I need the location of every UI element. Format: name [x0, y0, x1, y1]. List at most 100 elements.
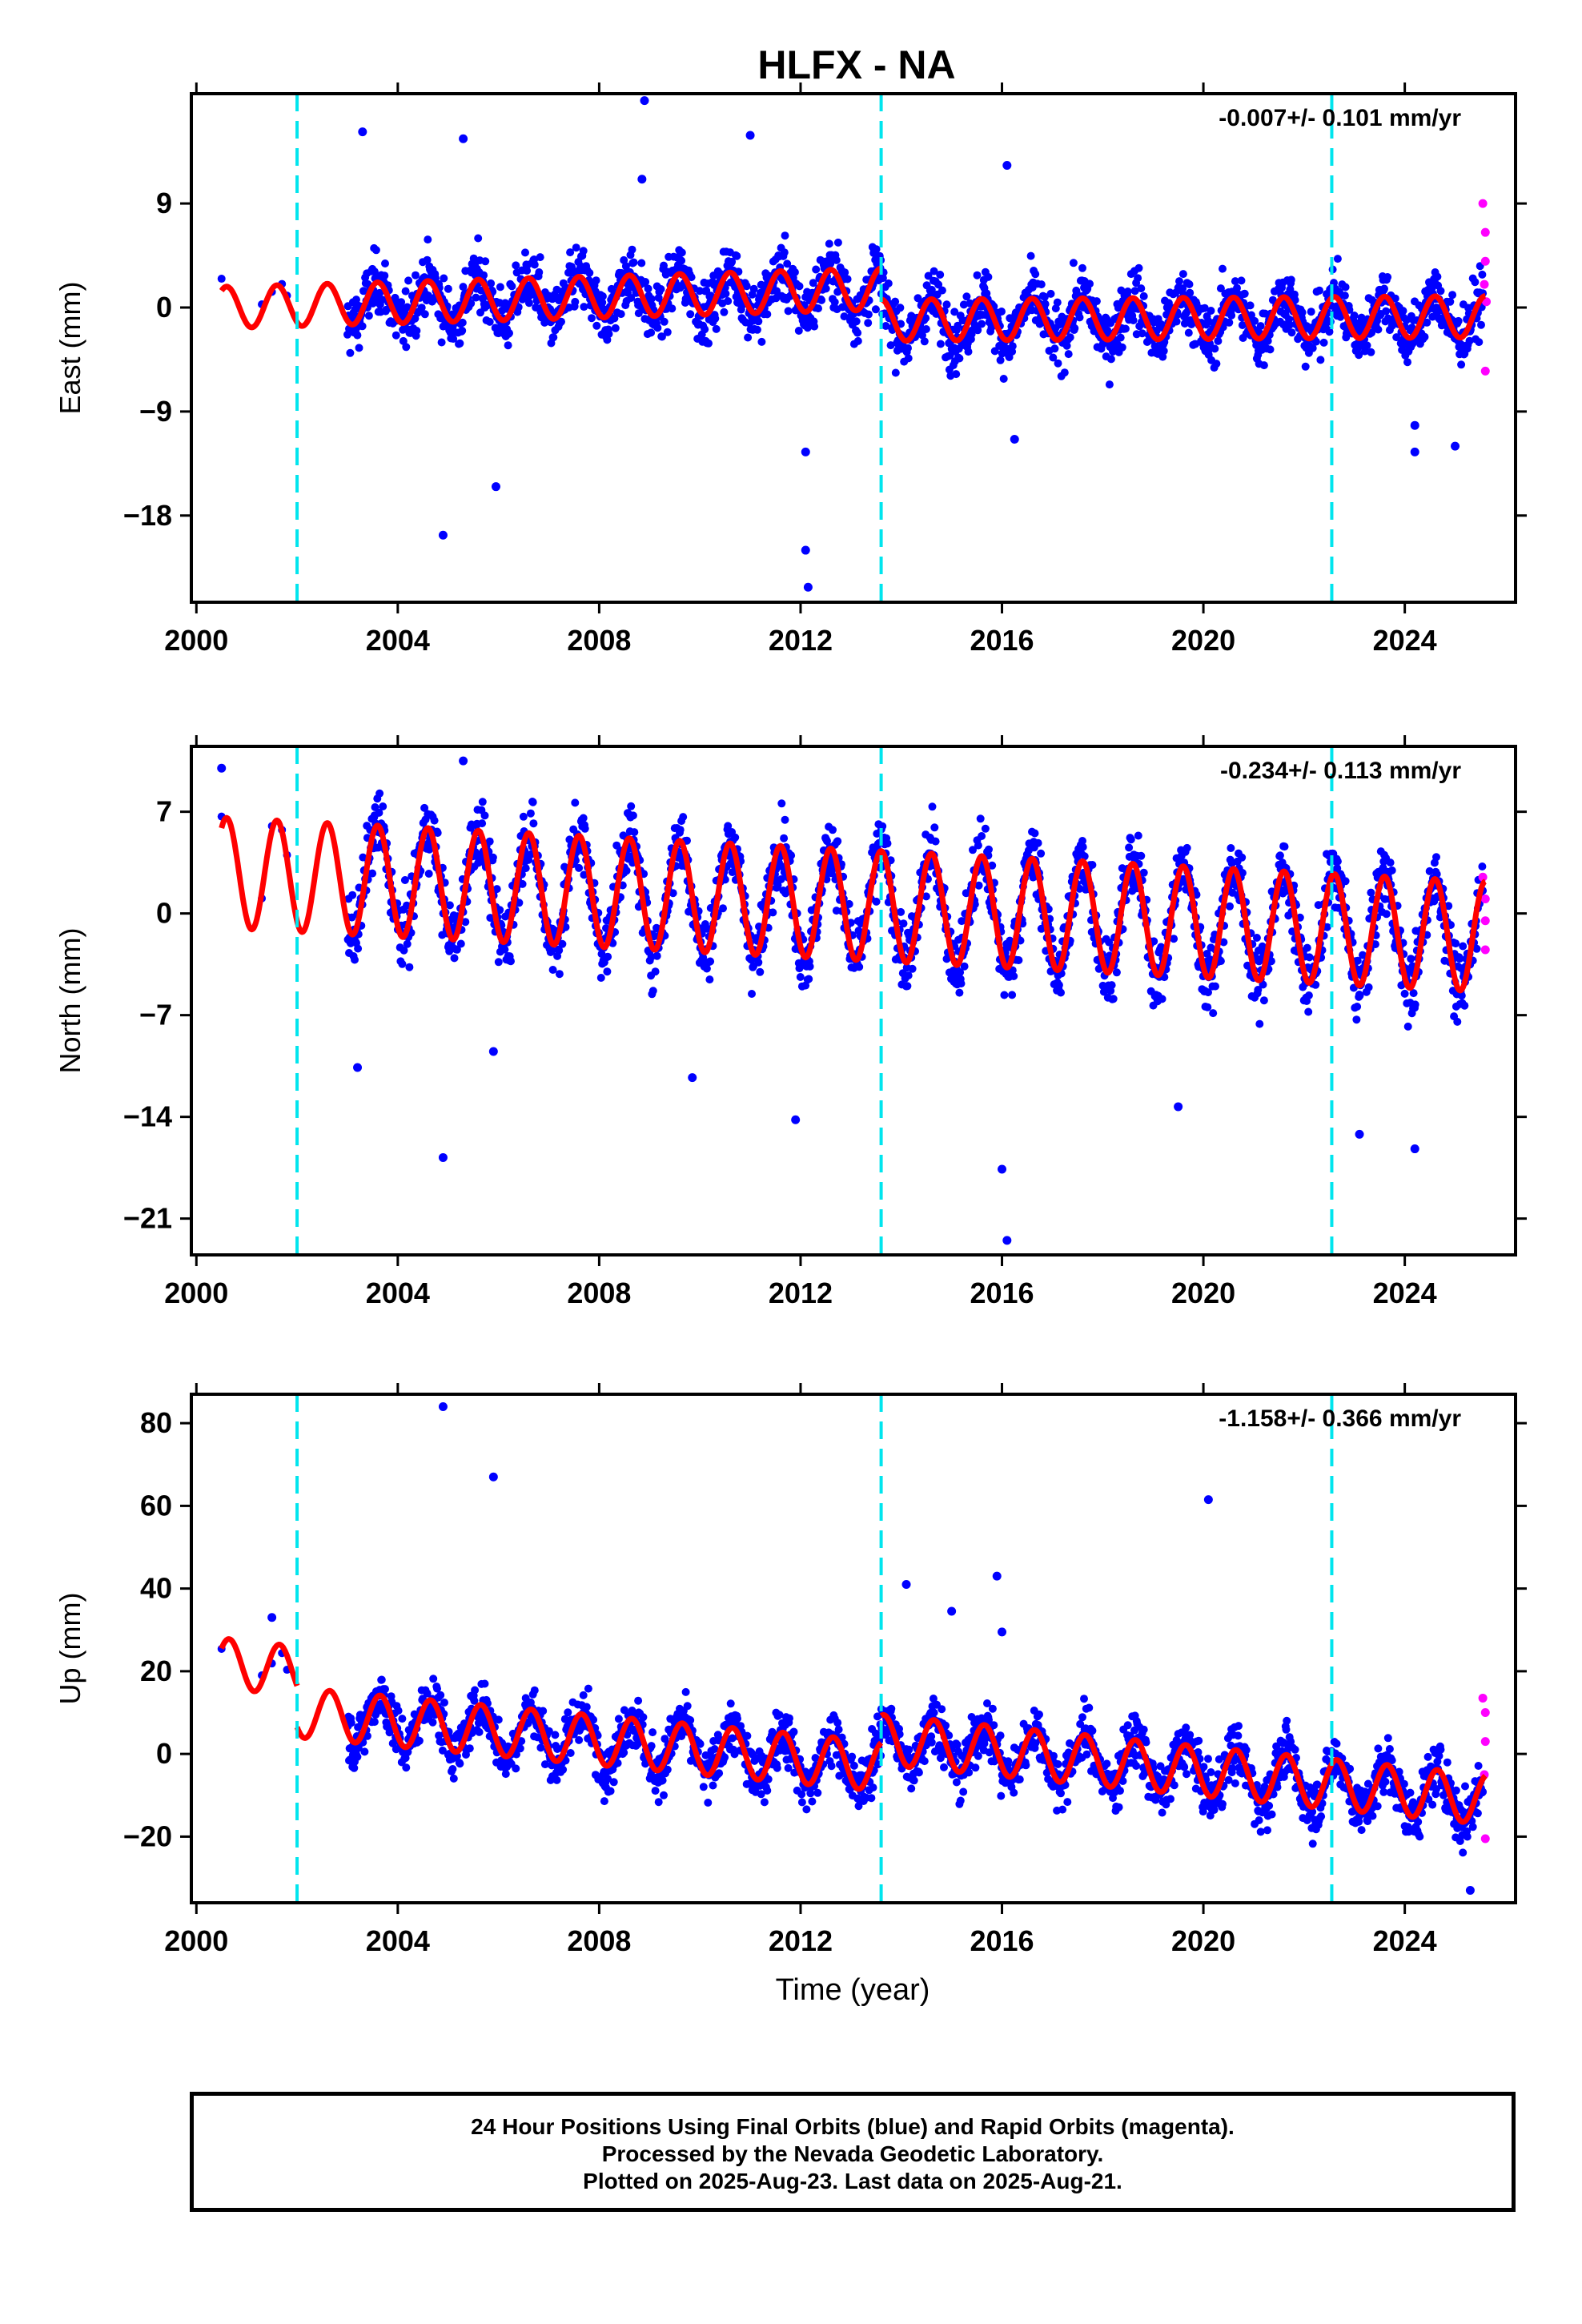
data-point: [1041, 300, 1050, 308]
data-point: [955, 354, 964, 363]
data-point: [579, 814, 588, 822]
x-tick-label: 2008: [567, 1277, 631, 1309]
data-point: [637, 259, 646, 267]
data-point: [1304, 991, 1313, 999]
data-point: [817, 296, 826, 304]
data-point: [552, 1775, 561, 1784]
data-point: [558, 939, 567, 948]
outlier-point: [488, 1047, 498, 1056]
data-point: [651, 1787, 660, 1795]
data-point: [516, 1744, 524, 1753]
data-point: [1465, 336, 1474, 345]
data-point: [679, 813, 688, 822]
data-point: [976, 814, 985, 823]
data-point: [604, 952, 612, 961]
data-point: [571, 297, 580, 306]
data-point: [1204, 988, 1212, 997]
data-point: [415, 1736, 424, 1745]
data-point: [974, 326, 982, 335]
data-point: [973, 271, 982, 279]
data-point: [658, 1776, 667, 1785]
data-point: [1080, 852, 1089, 861]
data-point: [974, 841, 982, 850]
data-point: [353, 1752, 362, 1761]
data-point: [1247, 311, 1255, 320]
data-point: [647, 328, 656, 337]
data-point: [784, 307, 793, 316]
data-point: [669, 889, 677, 898]
data-point: [496, 283, 504, 292]
data-point: [1051, 304, 1060, 313]
data-point: [403, 939, 412, 948]
data-point: [1323, 923, 1331, 931]
data-point: [1010, 972, 1018, 980]
data-point: [1267, 957, 1275, 966]
data-point: [647, 295, 656, 304]
data-point: [872, 897, 881, 906]
data-point: [881, 322, 890, 330]
data-point: [886, 341, 895, 350]
data-point: [614, 1715, 623, 1723]
data-point: [952, 370, 961, 379]
data-point: [1432, 853, 1440, 862]
data-point: [474, 234, 483, 243]
data-point: [852, 317, 861, 326]
outlier-point: [791, 1115, 801, 1124]
data-point: [347, 1719, 355, 1727]
data-point: [676, 826, 685, 834]
data-point: [1367, 888, 1375, 897]
data-point: [1400, 989, 1409, 998]
data-point: [429, 1675, 438, 1683]
data-point: [809, 279, 817, 287]
data-point: [1050, 344, 1059, 353]
outlier-point: [640, 96, 649, 106]
data-point: [504, 341, 512, 350]
data-point: [950, 308, 959, 316]
data-point: [604, 330, 613, 338]
data-point: [449, 335, 458, 343]
data-point: [496, 906, 504, 915]
data-point: [1186, 288, 1195, 297]
data-point: [705, 339, 713, 348]
data-point: [1307, 308, 1315, 316]
data-point: [1256, 322, 1265, 331]
data-point: [1211, 982, 1219, 991]
data-point: [1301, 362, 1310, 371]
data-point: [864, 310, 873, 319]
data-point: [1266, 345, 1275, 354]
data-point: [1008, 342, 1017, 351]
data-point: [627, 294, 636, 302]
data-point: [1026, 251, 1035, 260]
data-point: [1225, 318, 1234, 327]
data-point: [1453, 1017, 1462, 1026]
data-point: [371, 246, 380, 255]
y-tick-label: −7: [139, 999, 172, 1031]
y-tick-label: −18: [123, 499, 172, 532]
data-point: [1078, 263, 1086, 272]
data-point: [1138, 329, 1146, 338]
data-point: [370, 267, 379, 276]
data-point: [500, 945, 509, 954]
data-point: [217, 275, 226, 283]
data-point: [1137, 284, 1146, 293]
data-point: [921, 314, 930, 323]
data-point: [648, 1728, 657, 1737]
rate-annotation: -0.007+/- 0.101 mm/yr: [1219, 105, 1461, 131]
data-point: [566, 1749, 575, 1757]
data-point: [904, 344, 912, 352]
data-point: [651, 967, 660, 976]
data-point: [487, 279, 496, 287]
data-point: [588, 314, 596, 323]
data-point: [1137, 851, 1146, 860]
data-point: [1386, 858, 1395, 867]
data-point: [582, 1703, 591, 1711]
data-point: [699, 1783, 708, 1791]
data-point: [402, 1763, 411, 1772]
rapid-point: [1480, 256, 1490, 266]
data-point: [412, 327, 421, 335]
data-point: [1182, 843, 1191, 852]
data-point: [404, 276, 413, 285]
data-point: [1291, 296, 1299, 304]
data-point: [931, 837, 940, 846]
data-point: [1200, 304, 1209, 312]
